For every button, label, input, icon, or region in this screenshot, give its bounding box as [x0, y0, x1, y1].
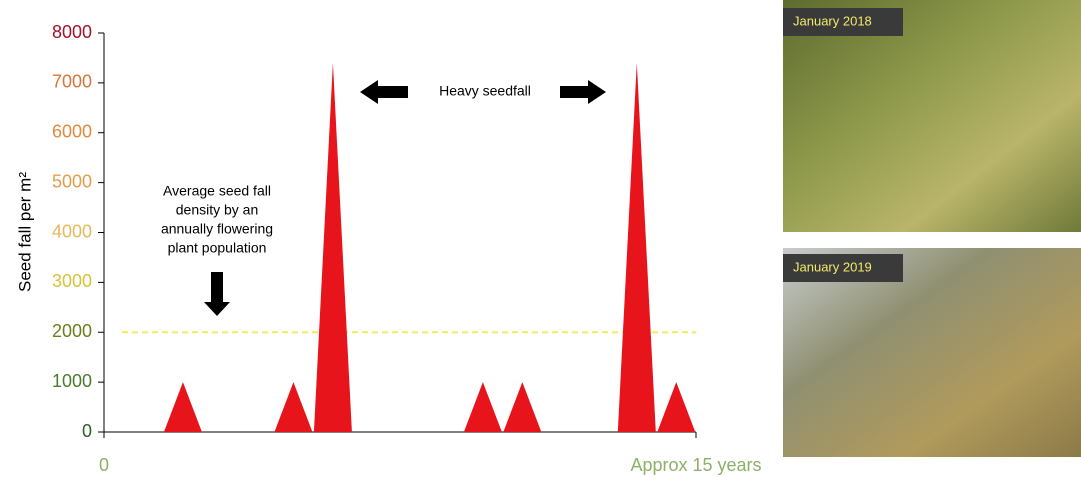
y-tick-label: 5000 — [52, 171, 92, 191]
x-tick-label: Approx 15 years — [630, 455, 761, 475]
annotation: annually flowering — [161, 221, 273, 237]
photo-label: January 2018 — [793, 13, 872, 28]
spike — [503, 382, 541, 432]
y-tick-label: 6000 — [52, 122, 92, 142]
y-tick-label: 0 — [82, 421, 92, 441]
y-tick-label: 1000 — [52, 371, 92, 391]
spike — [657, 382, 695, 432]
chart: Seed fall per m² Heavy seedfall January … — [0, 0, 1081, 477]
y-tick-label: 4000 — [52, 221, 92, 241]
photo-label: January 2019 — [793, 259, 872, 274]
annotation: plant population — [168, 240, 267, 256]
spike — [464, 382, 502, 432]
annotation: Average seed fall — [163, 183, 271, 199]
arrow-down — [204, 272, 230, 316]
y-tick-label: 2000 — [52, 321, 92, 341]
annotation: density by an — [176, 202, 259, 218]
spike — [618, 63, 656, 432]
y-tick-label: 7000 — [52, 72, 92, 92]
arrow-right — [560, 80, 606, 104]
y-tick-label: 3000 — [52, 271, 92, 291]
spike — [274, 382, 312, 432]
page: {"chart_data": {"type": "spike", "y_labe… — [0, 0, 1081, 477]
y-tick-label: 8000 — [52, 22, 92, 42]
arrow-left — [360, 80, 408, 104]
annotation: Heavy seedfall — [439, 83, 531, 99]
x-tick-label: 0 — [99, 455, 109, 475]
y-axis-label: Seed fall per m² — [15, 172, 34, 292]
spike — [164, 382, 202, 432]
spike — [314, 63, 352, 432]
